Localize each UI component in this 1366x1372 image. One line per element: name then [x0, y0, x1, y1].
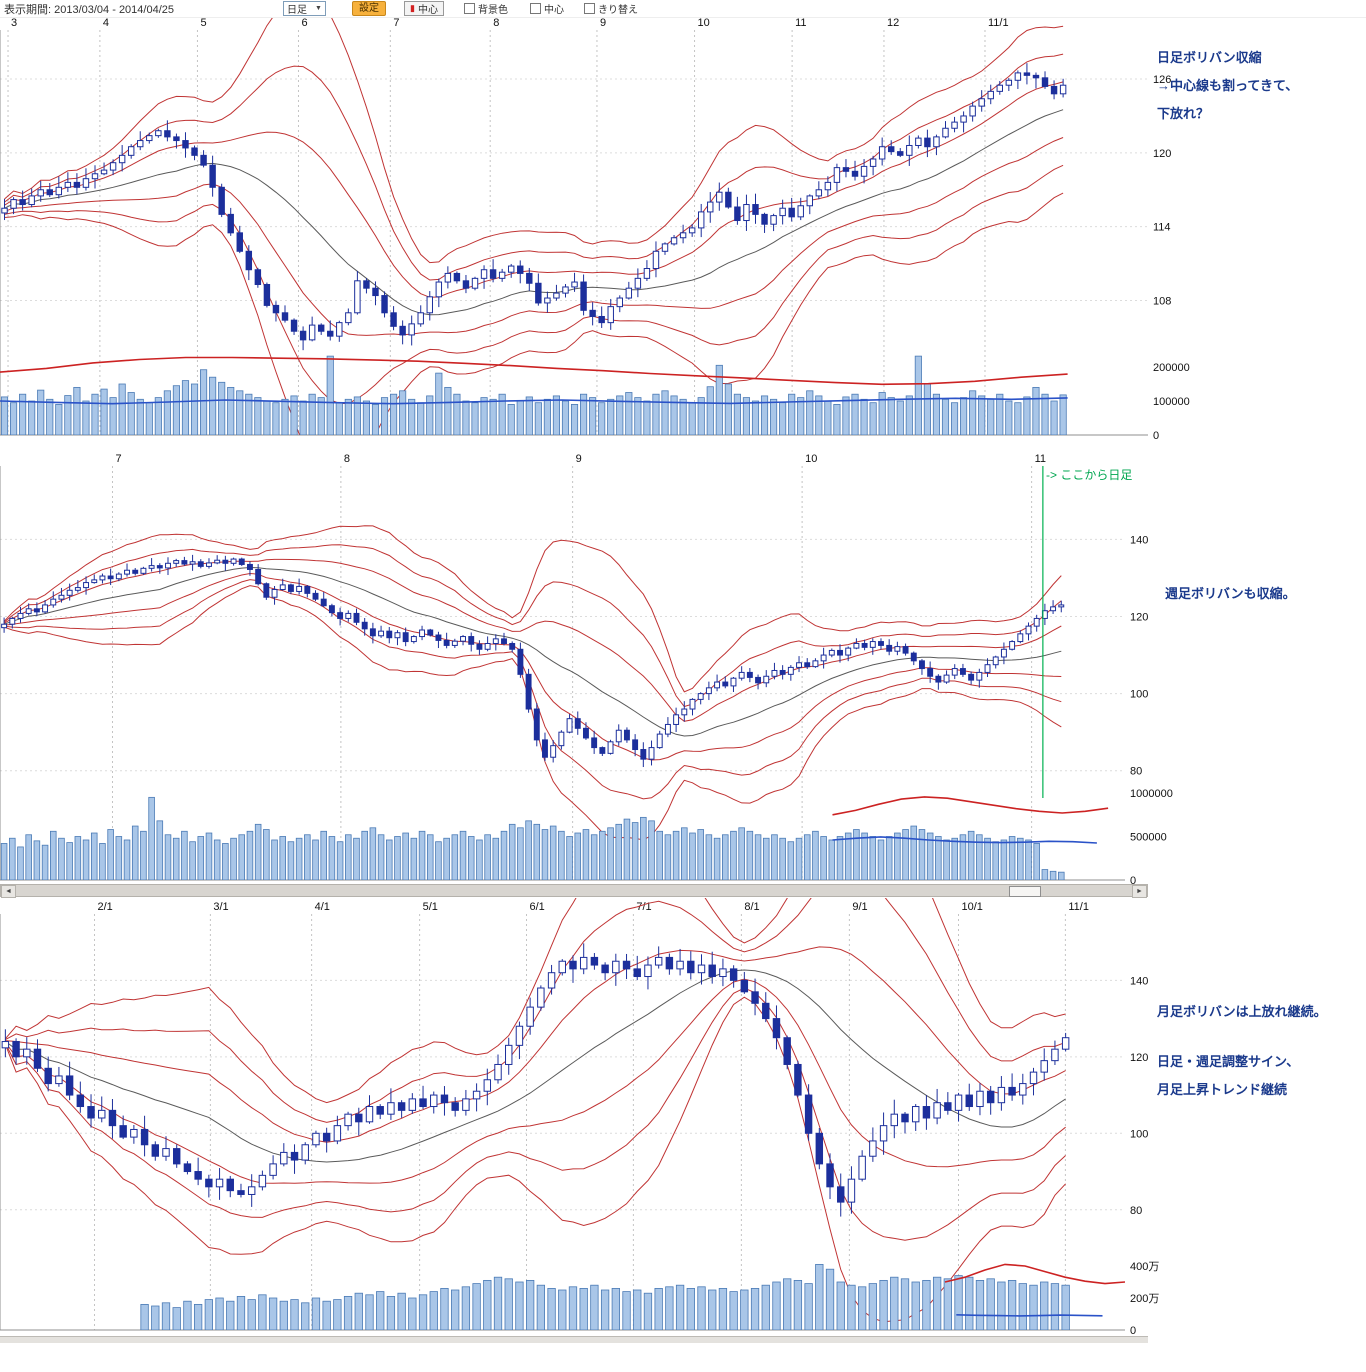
monthly-annotation-line2: 月足上昇トレンド継続	[1157, 1082, 1288, 1097]
svg-text:8/1: 8/1	[744, 901, 759, 913]
panel-weekly: 7 8 9 10 11 140 120 100 80 1000000 500000 0	[0, 450, 1189, 884]
daily-annotation-line1: 日足ボリバン収縮	[1157, 50, 1262, 65]
center-line-button-label: 中心	[417, 5, 438, 16]
red-bar-icon: ▮	[410, 3, 415, 13]
svg-text:11: 11	[1035, 453, 1046, 465]
svg-text:0: 0	[1130, 1325, 1136, 1334]
checkbox-icon	[530, 3, 541, 14]
svg-text:5/1: 5/1	[423, 901, 438, 913]
svg-text:11/1: 11/1	[988, 17, 1009, 29]
monthly-annotation-top: 月足ボリバンは上放れ継続。	[1157, 1004, 1327, 1019]
svg-text:3/1: 3/1	[213, 901, 228, 913]
svg-text:10: 10	[805, 453, 817, 465]
svg-text:8: 8	[493, 17, 499, 29]
svg-text:12: 12	[887, 17, 899, 29]
svg-text:200000: 200000	[1153, 362, 1190, 374]
checkbox-center[interactable]: 中心	[530, 1, 564, 16]
svg-text:3: 3	[11, 17, 17, 29]
svg-text:9: 9	[600, 17, 606, 29]
svg-text:126: 126	[1153, 74, 1171, 86]
svg-text:0: 0	[1153, 430, 1159, 440]
svg-text:5: 5	[200, 17, 206, 29]
checkbox-icon	[464, 3, 475, 14]
checkbox-background-color[interactable]: 背景色	[464, 1, 508, 16]
svg-text:0: 0	[1130, 875, 1136, 884]
svg-text:114: 114	[1153, 222, 1171, 234]
svg-text:6: 6	[301, 17, 307, 29]
timeframe-select[interactable]: 日足 ▼	[283, 1, 326, 16]
daily-annotation-line2: →中心線も割ってきて、	[1157, 78, 1299, 93]
checkbox-label: 中心	[544, 5, 564, 16]
daily-annotation: 日足ボリバン収縮 →中心線も割ってきて、 下放れ？	[1157, 44, 1298, 128]
svg-text:100: 100	[1130, 1128, 1148, 1140]
svg-text:80: 80	[1130, 1205, 1142, 1217]
svg-text:120: 120	[1130, 612, 1148, 624]
checkbox-toggle[interactable]: きり替え	[584, 1, 638, 16]
monthly-annotation-block: 日足・週足調整サイン、 月足上昇トレンド継続	[1157, 1048, 1299, 1104]
svg-text:400万: 400万	[1130, 1261, 1159, 1273]
checkbox-label: きり替え	[598, 5, 638, 16]
weekly-candlestick-chart[interactable]: 7 8 9 10 11 140 120 100 80 1000000 500000 0	[0, 450, 1189, 884]
svg-text:108: 108	[1153, 295, 1171, 307]
panel-daily: 3 4 5 6 7 8 9 10 11 12 11/1 126 120 114 108 200000 10000…	[0, 16, 1204, 440]
monthly-annotation-line1: 日足・週足調整サイン、	[1157, 1054, 1300, 1069]
svg-text:140: 140	[1130, 975, 1148, 987]
horizontal-scrollbar[interactable]: ◄ ►	[0, 884, 1148, 898]
svg-text:6/1: 6/1	[530, 901, 545, 913]
svg-text:7/1: 7/1	[636, 901, 651, 913]
daily-candlestick-chart[interactable]: 3 4 5 6 7 8 9 10 11 12 11/1 126 120 114 108 200000 10000…	[0, 16, 1204, 440]
svg-text:11: 11	[795, 17, 806, 29]
svg-text:7: 7	[116, 453, 122, 465]
panel-monthly: 2/1 3/1 4/1 5/1 6/1 7/1 8/1 9/1 10/1 11/1 140 120 10…	[0, 898, 1189, 1334]
svg-text:100000: 100000	[1153, 396, 1190, 408]
checkbox-label: 背景色	[478, 5, 508, 16]
scroll-right-arrow-icon[interactable]: ►	[1132, 885, 1147, 898]
chevron-down-icon: ▼	[315, 5, 322, 12]
weekly-annotation: 週足ボリバンも収縮。	[1165, 586, 1296, 601]
svg-text:200万: 200万	[1130, 1293, 1159, 1305]
monthly-candlestick-chart[interactable]: 2/1 3/1 4/1 5/1 6/1 7/1 8/1 9/1 10/1 11/1 140 120 10…	[0, 898, 1189, 1334]
checkbox-icon	[584, 3, 595, 14]
period-label: 表示期間: 2013/03/04 - 2014/04/25	[4, 4, 174, 16]
timeframe-value: 日足	[287, 5, 307, 16]
svg-text:120: 120	[1153, 148, 1171, 160]
svg-text:10/1: 10/1	[962, 901, 983, 913]
daily-annotation-line3: 下放れ？	[1157, 106, 1210, 121]
svg-text:120: 120	[1130, 1052, 1148, 1064]
svg-text:10: 10	[698, 17, 710, 29]
svg-text:1000000: 1000000	[1130, 788, 1173, 800]
weekly-green-annotation: -> ここから日足	[1046, 468, 1133, 482]
svg-text:7: 7	[393, 17, 399, 29]
svg-text:9/1: 9/1	[852, 901, 867, 913]
svg-text:11/1: 11/1	[1068, 901, 1089, 913]
svg-text:140: 140	[1130, 534, 1148, 546]
bottom-scrollbar-track[interactable]	[0, 1336, 1148, 1343]
settings-button[interactable]: 設定	[352, 1, 386, 16]
toolbar: 表示期間: 2013/03/04 - 2014/04/25 日足 ▼ 設定 ▮ …	[0, 0, 1366, 18]
svg-text:4/1: 4/1	[315, 901, 330, 913]
svg-text:100: 100	[1130, 689, 1148, 701]
svg-text:9: 9	[576, 453, 582, 465]
center-line-button[interactable]: ▮ 中心	[404, 1, 444, 16]
svg-text:4: 4	[103, 17, 109, 29]
svg-text:80: 80	[1130, 766, 1142, 778]
scroll-left-arrow-icon[interactable]: ◄	[1, 885, 16, 898]
svg-text:2/1: 2/1	[98, 901, 113, 913]
svg-text:500000: 500000	[1130, 832, 1167, 844]
svg-text:8: 8	[344, 453, 350, 465]
scrollbar-thumb[interactable]	[1009, 886, 1041, 897]
